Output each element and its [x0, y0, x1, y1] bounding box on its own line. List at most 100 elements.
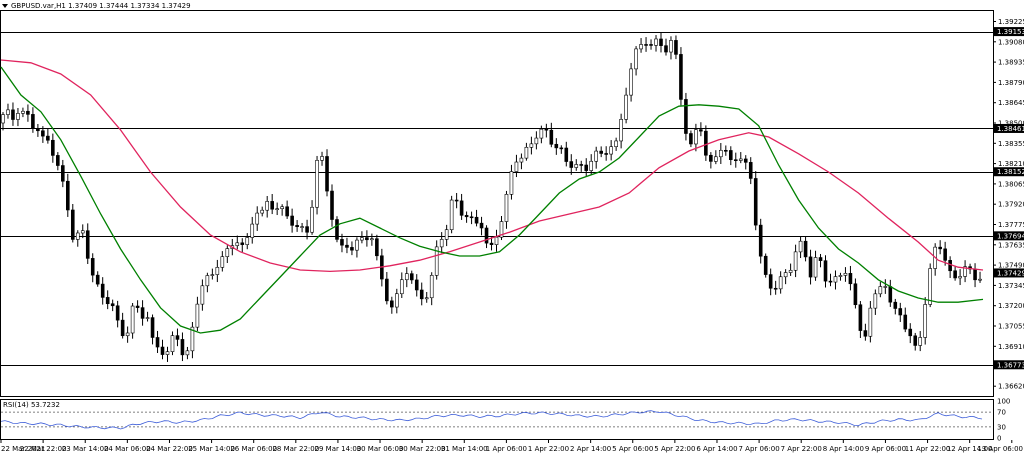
candle: [559, 145, 564, 154]
candle: [838, 272, 843, 281]
candle: [808, 249, 813, 285]
candle: [689, 130, 693, 148]
candle: [519, 153, 524, 170]
candle: [145, 311, 150, 322]
candle: [36, 123, 40, 137]
price-axis-label: 1.38790: [998, 79, 1024, 87]
candle: [345, 237, 349, 254]
candle: [743, 155, 748, 170]
candle: [95, 271, 100, 287]
candle: [220, 251, 225, 272]
time-axis-label: 6 Apr 14:00: [696, 445, 737, 453]
candle: [938, 240, 942, 255]
candle: [155, 330, 160, 353]
candle: [604, 146, 608, 161]
candle: [449, 195, 454, 234]
moving-average-fast-line: [0, 66, 984, 334]
candle: [439, 232, 444, 254]
candle: [878, 281, 883, 298]
svg-text:1.36773: 1.36773: [997, 361, 1024, 369]
time-axis-label: 5 Apr 06:00: [612, 445, 653, 453]
time-axis-label: 25 Mar 14:00: [188, 445, 235, 453]
candle: [51, 133, 55, 163]
candle: [629, 62, 633, 102]
candle: [300, 222, 304, 233]
candle: [893, 298, 898, 315]
candle: [639, 38, 643, 53]
candle: [260, 206, 265, 217]
candle: [564, 141, 569, 167]
candle: [489, 237, 494, 251]
rsi-panel-frame[interactable]: [0, 399, 994, 440]
price-axis-label: 1.37200: [998, 302, 1024, 310]
candle: [290, 208, 294, 233]
candle: [469, 211, 474, 225]
candle: [215, 259, 220, 283]
candle: [160, 339, 165, 360]
price-axis-label: 1.37920: [998, 201, 1024, 209]
candle: [733, 152, 738, 168]
candle: [355, 237, 359, 258]
candle: [350, 241, 354, 256]
candle: [140, 300, 145, 326]
price-tag: 1.39153: [994, 27, 1024, 37]
candle: [898, 302, 903, 322]
price-axis-label: 1.36620: [998, 383, 1024, 391]
price-tag: 1.37694: [994, 231, 1024, 241]
candle: [918, 331, 923, 352]
price-axis-label: 1.38355: [998, 140, 1024, 148]
candle: [395, 288, 399, 314]
candle: [649, 39, 653, 50]
svg-text:1.39153: 1.39153: [997, 28, 1024, 36]
candle: [679, 47, 683, 106]
time-axis-label: 13 Apr 06:00: [977, 445, 1023, 453]
candle: [385, 272, 389, 305]
candle: [305, 219, 309, 240]
candle: [125, 326, 130, 343]
price-tag: 1.37429: [994, 268, 1024, 278]
candle: [330, 184, 334, 227]
price-axis-label: 1.37635: [998, 241, 1024, 249]
candle: [21, 107, 25, 118]
triangle-down-icon[interactable]: [2, 4, 8, 8]
candle: [594, 146, 599, 169]
candle: [135, 300, 140, 313]
candle: [973, 263, 977, 288]
candle: [684, 92, 688, 141]
price-axis-label: 1.38645: [998, 99, 1024, 107]
candle: [26, 104, 30, 122]
candle: [41, 126, 45, 143]
main-chart-frame[interactable]: [0, 10, 994, 397]
candle: [225, 245, 230, 264]
candle: [454, 192, 459, 209]
candle: [200, 279, 205, 311]
candle: [823, 255, 828, 288]
candle: [953, 265, 957, 281]
time-axis-label: 11 Apr 22:00: [905, 445, 951, 453]
candle: [265, 196, 269, 218]
candle: [853, 278, 858, 309]
candle: [624, 87, 628, 124]
candle: [464, 211, 469, 223]
candle: [963, 260, 967, 283]
candle: [614, 137, 618, 151]
price-axis-label: 1.37345: [998, 282, 1024, 290]
candle: [165, 346, 170, 362]
candle: [90, 253, 95, 283]
candle: [335, 216, 339, 243]
candle: [190, 322, 195, 359]
candle: [644, 37, 648, 52]
candle: [115, 300, 120, 328]
candle: [828, 273, 833, 287]
candle: [654, 35, 658, 52]
candle: [773, 280, 778, 295]
candle: [873, 289, 878, 315]
candle: [419, 282, 424, 306]
rsi-axis-label: 100: [997, 398, 1010, 406]
time-axis-label: 5 Apr 22:00: [654, 445, 695, 453]
candle: [753, 171, 758, 231]
candle: [634, 46, 638, 76]
candle: [210, 268, 215, 280]
rsi-label: RSI(14) 53.7232: [3, 401, 60, 409]
